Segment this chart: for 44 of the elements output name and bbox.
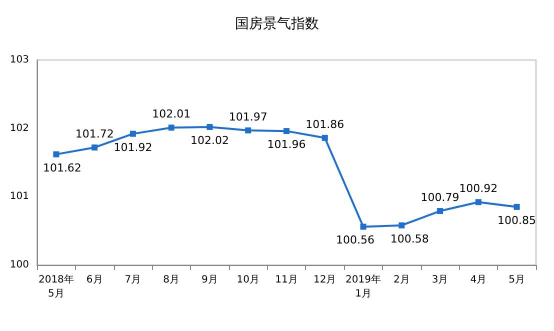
point xyxy=(284,128,290,134)
data-label: 101.72 xyxy=(75,127,114,140)
data-label: 101.92 xyxy=(114,140,152,154)
data-label: 100.92 xyxy=(459,182,498,196)
data-label: 101.86 xyxy=(306,118,344,131)
data-label: 100.85 xyxy=(498,214,536,227)
x-tick-label: 4月 xyxy=(470,274,487,286)
data-label: 100.58 xyxy=(390,232,429,246)
data-label: 100.79 xyxy=(420,191,460,204)
point xyxy=(360,224,366,230)
x-tick-label: 2018年 5月 xyxy=(38,274,74,300)
x-tick-label: 10月 xyxy=(236,274,260,286)
point xyxy=(92,144,98,150)
data-label: 101.62 xyxy=(42,161,82,174)
point xyxy=(206,124,213,130)
x-tick-label: 11月 xyxy=(275,274,298,286)
point xyxy=(514,204,520,210)
y-tick-label: 102 xyxy=(10,122,29,134)
data-label: 101.97 xyxy=(228,110,268,124)
x-tick-label: 3月 xyxy=(432,274,448,286)
chart-title: 国房景气指数 xyxy=(235,16,319,32)
x-tick-label: 7月 xyxy=(124,274,142,286)
x-tick-label: 2月 xyxy=(393,274,410,286)
x-tick-label: 12月 xyxy=(314,274,336,286)
point xyxy=(322,134,328,141)
x-tick-label: 6月 xyxy=(86,274,103,286)
x-tick-label: 8月 xyxy=(163,274,180,286)
x-tick-label: 9月 xyxy=(202,274,218,286)
x-tick-label: 5月 xyxy=(508,274,525,286)
y-tick-label: 101 xyxy=(10,191,29,202)
data-label: 100.56 xyxy=(336,234,375,247)
point xyxy=(130,130,136,137)
point xyxy=(437,208,444,214)
data-label: 102.02 xyxy=(190,134,229,147)
point xyxy=(398,222,405,228)
point xyxy=(168,124,174,131)
point xyxy=(475,199,482,206)
data-label: 102.01 xyxy=(152,108,191,121)
point xyxy=(53,151,60,158)
y-tick-label: 100 xyxy=(10,260,29,270)
data-label: 101.96 xyxy=(267,138,306,152)
x-tick-label: 2019年 1月 xyxy=(346,274,381,300)
y-tick-label: 103 xyxy=(10,54,29,66)
point xyxy=(245,127,252,134)
